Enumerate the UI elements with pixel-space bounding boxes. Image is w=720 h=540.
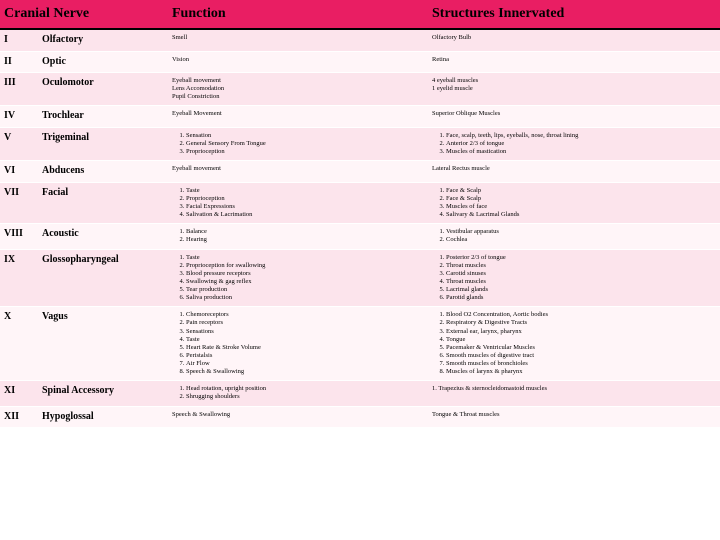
nerve-name: Oculomotor — [38, 73, 168, 106]
nerve-function: Speech & Swallowing — [168, 406, 428, 428]
nerve-name: Trochlear — [38, 106, 168, 128]
nerve-function: ChemoreceptorsPain receptorsSensationsTa… — [168, 307, 428, 381]
nerve-function: Eyeball movement — [168, 161, 428, 183]
nerve-number: III — [0, 73, 38, 106]
nerve-function: TasteProprioceptionFacial ExpressionsSal… — [168, 182, 428, 224]
nerve-number: VII — [0, 182, 38, 224]
nerve-name: Hypoglossal — [38, 406, 168, 428]
cranial-nerve-table: Cranial NerveFunctionStructures Innervat… — [0, 0, 720, 428]
nerve-structures: Tongue & Throat muscles — [428, 406, 720, 428]
table-row: IOlfactorySmellOlfactory Bulb — [0, 29, 720, 51]
nerve-name: Glossopharyngeal — [38, 249, 168, 307]
header-row: Cranial NerveFunctionStructures Innervat… — [0, 0, 720, 29]
nerve-number: I — [0, 29, 38, 51]
nerve-function: TasteProprioception for swallowingBlood … — [168, 249, 428, 307]
table-row: IIIOculomotorEyeball movementLens Accomo… — [0, 73, 720, 106]
nerve-function: Vision — [168, 51, 428, 73]
nerve-name: Trigeminal — [38, 127, 168, 160]
nerve-number: VIII — [0, 224, 38, 249]
nerve-number: V — [0, 127, 38, 160]
nerve-structures: Face, scalp, teeth, lips, eyeballs, nose… — [428, 127, 720, 160]
nerve-name: Optic — [38, 51, 168, 73]
table-row: XVagusChemoreceptorsPain receptorsSensat… — [0, 307, 720, 381]
header-nerve: Cranial Nerve — [0, 0, 168, 29]
nerve-name: Acoustic — [38, 224, 168, 249]
nerve-number: VI — [0, 161, 38, 183]
nerve-name: Abducens — [38, 161, 168, 183]
table-row: XIIHypoglossalSpeech & SwallowingTongue … — [0, 406, 720, 428]
nerve-function: Eyeball movementLens AccomodationPupil C… — [168, 73, 428, 106]
nerve-function: Head rotation, upright positionShrugging… — [168, 381, 428, 406]
table-row: VIIIAcousticBalanceHearingVestibular app… — [0, 224, 720, 249]
header-structures: Structures Innervated — [428, 0, 720, 29]
nerve-structures: Vestibular apparatusCochlea — [428, 224, 720, 249]
nerve-structures: 1. Trapezius & sternocleidomastoid muscl… — [428, 381, 720, 406]
nerve-structures: Posterior 2/3 of tongueThroat musclesCar… — [428, 249, 720, 307]
nerve-structures: Retina — [428, 51, 720, 73]
nerve-number: XII — [0, 406, 38, 428]
nerve-name: Olfactory — [38, 29, 168, 51]
nerve-structures: Blood O2 Concentration, Aortic bodiesRes… — [428, 307, 720, 381]
nerve-structures: Olfactory Bulb — [428, 29, 720, 51]
table-row: IVTrochlearEyeball MovementSuperior Obli… — [0, 106, 720, 128]
table-row: IIOpticVisionRetina — [0, 51, 720, 73]
nerve-structures: Face & ScalpFace & ScalpMuscles of faceS… — [428, 182, 720, 224]
nerve-number: IV — [0, 106, 38, 128]
nerve-structures: Superior Oblique Muscles — [428, 106, 720, 128]
nerve-number: IX — [0, 249, 38, 307]
table-row: VTrigeminalSensationGeneral Sensory From… — [0, 127, 720, 160]
table-row: IXGlossopharyngealTasteProprioception fo… — [0, 249, 720, 307]
nerve-number: II — [0, 51, 38, 73]
nerve-structures: 4 eyeball muscles1 eyelid muscle — [428, 73, 720, 106]
nerve-name: Facial — [38, 182, 168, 224]
nerve-function: Eyeball Movement — [168, 106, 428, 128]
nerve-number: X — [0, 307, 38, 381]
nerve-name: Vagus — [38, 307, 168, 381]
nerve-name: Spinal Accessory — [38, 381, 168, 406]
nerve-function: Smell — [168, 29, 428, 51]
nerve-function: SensationGeneral Sensory From TongueProp… — [168, 127, 428, 160]
nerve-structures: Lateral Rectus muscle — [428, 161, 720, 183]
table-row: XISpinal AccessoryHead rotation, upright… — [0, 381, 720, 406]
header-function: Function — [168, 0, 428, 29]
table-row: VIAbducensEyeball movementLateral Rectus… — [0, 161, 720, 183]
nerve-number: XI — [0, 381, 38, 406]
nerve-function: BalanceHearing — [168, 224, 428, 249]
table-row: VIIFacialTasteProprioceptionFacial Expre… — [0, 182, 720, 224]
